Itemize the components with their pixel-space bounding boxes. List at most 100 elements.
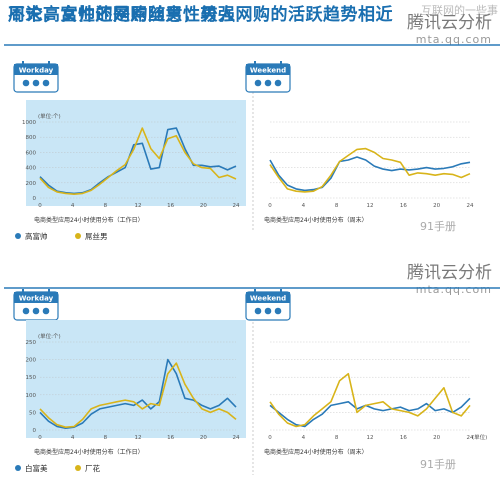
workday-badge-header xyxy=(14,64,58,75)
workday-x-tick-label: 20 xyxy=(200,203,207,209)
weekend-badge-label: Weekend xyxy=(250,67,286,75)
face-icon xyxy=(264,307,272,315)
weekend-x-tick-label: 0 xyxy=(268,203,272,209)
weekend-badge-label: Weekend xyxy=(250,295,286,303)
face-icon xyxy=(254,307,262,315)
face-icon xyxy=(32,307,40,315)
weekend-x-tick-label: 16 xyxy=(400,203,407,209)
weekend-x-tick-label: 0 xyxy=(268,435,272,441)
workday-caption: 电商类型应用24小时使用分布（工作日） xyxy=(34,216,144,224)
face-icon xyxy=(32,79,40,87)
workday-x-tick-label: 24 xyxy=(233,435,240,441)
weekend-caption: 电商类型应用24小时使用分布（周末） xyxy=(264,216,368,224)
workday-y-tick-label: 200 xyxy=(26,181,37,187)
weekend-badge-header xyxy=(246,292,290,303)
weekend-badge-header xyxy=(246,64,290,75)
weekend-caption: 电商类型应用24小时使用分布（周末） xyxy=(264,448,368,456)
legend-marker xyxy=(15,233,21,239)
workday-badge-label: Workday xyxy=(19,67,54,75)
face-icon xyxy=(22,79,30,87)
face-icon xyxy=(42,307,50,315)
legend-label: 厂花 xyxy=(85,463,100,473)
calendar-ring-icon xyxy=(254,289,256,294)
weekend-x-tick-label: 24 xyxy=(467,203,474,209)
legend-label: 屌丝男 xyxy=(85,231,108,241)
workday-caption: 电商类型应用24小时使用分布（工作日） xyxy=(34,448,144,456)
calendar-ring-icon xyxy=(280,289,282,294)
workday-y-unit: (单位:个) xyxy=(38,332,61,340)
weekend-x-tick-label: 12 xyxy=(367,435,374,441)
workday-x-tick-label: 8 xyxy=(104,203,108,209)
workday-y-tick-label: 200 xyxy=(26,358,37,364)
weekend-x-tick-label: 20 xyxy=(433,203,440,209)
credit-1: 91手册 xyxy=(420,220,456,233)
workday-badge: Workday xyxy=(13,289,59,321)
workday-x-tick-label: 24 xyxy=(233,203,240,209)
weekend-x-tick-label: 4 xyxy=(302,435,306,441)
workday-badge: Workday xyxy=(13,61,59,93)
brand-watermark-2: 腾讯云分析 mta.qq.com xyxy=(407,258,492,296)
legend-label: 高富帅 xyxy=(25,231,48,241)
weekend-x-tick-label: 20 xyxy=(433,435,440,441)
brand-watermark-1: 腾讯云分析 mta.qq.com xyxy=(407,8,492,46)
calendar-ring-icon xyxy=(48,289,50,294)
legend-marker xyxy=(15,465,21,471)
face-icon xyxy=(274,307,282,315)
weekend-x-unit: (单位) xyxy=(472,433,487,441)
weekend-x-tick-label: 8 xyxy=(335,203,339,209)
weekend-series-1-line xyxy=(269,372,471,428)
face-icon xyxy=(264,79,272,87)
calendar-ring-icon xyxy=(48,61,50,66)
workday-series-1-line xyxy=(39,362,237,428)
calendar-ring-icon xyxy=(280,61,282,66)
workday-y-tick-label: 50 xyxy=(29,410,36,416)
workday-x-tick-label: 20 xyxy=(200,435,207,441)
workday-y-tick-label: 800 xyxy=(26,135,37,141)
workday-x-tick-label: 16 xyxy=(167,203,174,209)
workday-y-tick-label: 150 xyxy=(26,375,37,381)
weekend-series-0-line xyxy=(269,397,471,428)
weekend-badge: Weekend xyxy=(245,61,291,93)
workday-badge-header xyxy=(14,292,58,303)
workday-highlight-band xyxy=(26,320,246,438)
calendar-ring-icon xyxy=(22,61,24,66)
workday-x-tick-label: 8 xyxy=(104,435,108,441)
workday-x-tick-label: 12 xyxy=(135,203,142,209)
weekend-badge: Weekend xyxy=(245,289,291,321)
workday-y-tick-label: 0 xyxy=(33,196,37,202)
weekend-x-tick-label: 12 xyxy=(367,203,374,209)
face-icon xyxy=(42,79,50,87)
workday-x-tick-label: 12 xyxy=(135,435,142,441)
calendar-ring-icon xyxy=(254,61,256,66)
weekend-series-1-line xyxy=(269,147,471,193)
workday-x-tick-label: 4 xyxy=(71,203,75,209)
face-icon xyxy=(274,79,282,87)
workday-y-tick-label: 250 xyxy=(26,340,37,346)
workday-y-tick-label: 1000 xyxy=(22,120,36,126)
brand-name: 腾讯云分析 xyxy=(407,13,492,33)
workday-y-tick-label: 400 xyxy=(26,166,37,172)
brand-url: mta.qq.com xyxy=(415,283,492,296)
weekend-x-tick-label: 4 xyxy=(302,203,306,209)
workday-badge-label: Workday xyxy=(19,295,54,303)
face-icon xyxy=(254,79,262,87)
credit-2: 91手册 xyxy=(420,458,456,471)
workday-x-tick-label: 0 xyxy=(38,435,42,441)
workday-y-tick-label: 600 xyxy=(26,150,37,156)
watermark-top: 互联网的一些事 xyxy=(421,4,498,17)
brand-name: 腾讯云分析 xyxy=(407,263,492,283)
weekend-series-0-line xyxy=(269,156,471,192)
legend-marker xyxy=(75,465,81,471)
workday-y-tick-label: 0 xyxy=(33,428,37,434)
workday-series-1-line xyxy=(39,127,237,195)
weekend-x-tick-label: 16 xyxy=(400,435,407,441)
legend-label: 白富美 xyxy=(25,463,48,473)
brand-url: mta.qq.com xyxy=(415,33,492,46)
chart-2-title: 周末，女性的网购随意性较强 xyxy=(8,5,236,25)
workday-highlight-band xyxy=(26,100,246,206)
workday-x-tick-label: 4 xyxy=(71,435,75,441)
workday-x-tick-label: 0 xyxy=(38,203,42,209)
calendar-ring-icon xyxy=(22,289,24,294)
